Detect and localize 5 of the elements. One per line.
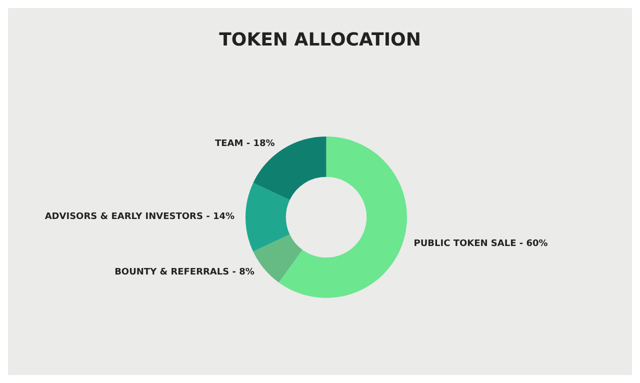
slice-label: ADVISORS & EARLY INVESTORS - 14% (44, 212, 234, 222)
slice-label: TEAM - 18% (214, 138, 275, 149)
slice-label: BOUNTY & REFERRALS - 8% (114, 267, 254, 278)
slice-label: PUBLIC TOKEN SALE - 60% (414, 238, 548, 249)
chart-title: TOKEN ALLOCATION (219, 30, 421, 50)
